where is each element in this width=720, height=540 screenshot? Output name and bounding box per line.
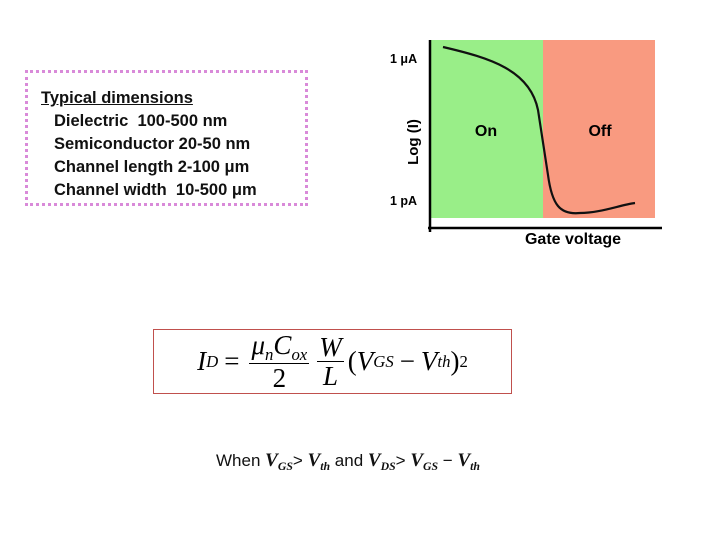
on-region — [430, 40, 543, 218]
denominator: 2 — [272, 363, 287, 394]
cond-op: − — [442, 451, 453, 470]
var-base: V — [307, 450, 321, 471]
curve — [442, 45, 636, 215]
box-line: Semiconductor 20-50 nm — [54, 135, 251, 153]
cond-text: When — [216, 451, 261, 470]
eq-exponent: 2 — [459, 351, 468, 371]
region-label: Off — [588, 123, 612, 140]
var-base: V — [265, 450, 278, 471]
eq-symbol: μ — [251, 329, 266, 360]
dimensions-box: Typical dimensions Dielectric 100-500 nm… — [25, 70, 308, 206]
var-sub: th — [320, 460, 331, 474]
y-low-label: 1 pA — [390, 194, 417, 208]
eq-sub: n — [265, 344, 274, 364]
var-base: V — [457, 450, 471, 471]
eq-symbol: V — [356, 346, 374, 376]
off-region — [543, 40, 655, 218]
box-title: Typical dimensions — [41, 89, 193, 107]
cond-op: > — [395, 451, 406, 470]
eq-sub: th — [437, 351, 451, 371]
iv-sketch: 1 μA 1 pA Log (I) On Off Gate voltage — [390, 40, 662, 248]
var-base: V — [410, 450, 423, 471]
var-sub: GS — [423, 460, 439, 474]
eq-sub: GS — [373, 351, 394, 371]
region-label: On — [475, 123, 497, 140]
box-line: Dielectric 100-500 nm — [54, 112, 228, 130]
eq-symbol: C — [273, 329, 292, 360]
denominator: L — [322, 361, 338, 391]
eq-paren: ( — [347, 346, 357, 376]
var-base: V — [367, 450, 381, 471]
condition: When VGS> Vth and VDS> VGS − Vth — [216, 450, 480, 474]
cond-op: > — [292, 451, 303, 470]
fraction: μnCox 2 — [249, 329, 310, 394]
eq-symbol: I — [197, 346, 207, 376]
eq-sub: ox — [291, 344, 308, 364]
cond-var: Vth — [457, 450, 480, 474]
y-axis-label: Log (I) — [405, 119, 422, 165]
cond-var: VGS — [410, 450, 439, 474]
var-sub: GS — [277, 460, 293, 474]
numerator: W — [317, 331, 344, 362]
var-sub: th — [470, 460, 480, 474]
eq-symbol: V — [420, 346, 438, 376]
eq-op: − — [399, 346, 415, 376]
eq-op: = — [224, 346, 240, 376]
box-line: Channel length 2-100 μm — [54, 158, 250, 176]
cond-text: and — [334, 451, 364, 470]
y-high-label: 1 μA — [390, 52, 417, 66]
cond-var: Vth — [307, 450, 331, 474]
numerator: μnCox — [249, 329, 310, 365]
eq-sub: D — [206, 351, 219, 371]
fraction: W L — [317, 331, 344, 391]
eq-paren: ) — [450, 346, 460, 376]
x-axis-label: Gate voltage — [525, 231, 621, 248]
cond-var: VDS — [367, 450, 396, 474]
cond-var: VGS — [265, 450, 293, 474]
var-sub: DS — [380, 460, 396, 474]
box-line: Channel width 10-500 μm — [54, 181, 257, 199]
